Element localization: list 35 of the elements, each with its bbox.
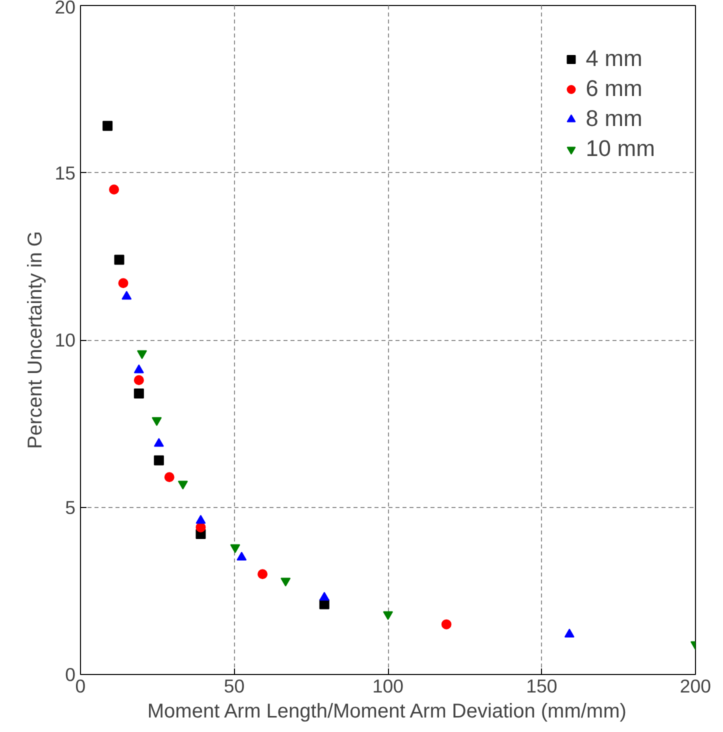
point — [154, 455, 164, 466]
legend-label: 8 mm — [586, 105, 642, 132]
x-tick-label: 100 — [372, 676, 404, 696]
point — [122, 290, 132, 300]
point — [137, 350, 147, 360]
point — [134, 375, 144, 386]
point — [134, 364, 144, 374]
x-tick-label: 150 — [526, 676, 558, 696]
point — [134, 388, 144, 399]
y-tick-label: 5 — [65, 496, 76, 518]
point — [114, 254, 124, 265]
point — [102, 120, 113, 131]
point — [154, 438, 164, 447]
point — [109, 184, 120, 194]
point — [258, 569, 268, 580]
point — [118, 278, 128, 288]
point — [280, 578, 291, 587]
point — [319, 599, 330, 610]
point — [196, 522, 206, 532]
point — [441, 619, 452, 630]
y-tick-label: 20 — [54, 0, 76, 18]
x-tick-label: 50 — [224, 676, 245, 696]
point — [164, 472, 174, 482]
point — [230, 544, 240, 554]
x-axis-title: Moment Arm Length/Moment Arm Deviation (mm/mm) — [147, 700, 626, 722]
point — [152, 417, 162, 426]
legend-label: 10 mm — [586, 135, 655, 162]
y-tick-label: 10 — [54, 330, 76, 350]
y-tick-label: 15 — [54, 162, 76, 184]
point — [178, 480, 188, 490]
legend-label: 6 mm — [586, 75, 642, 102]
legend-label: 4 mm — [586, 45, 642, 72]
x-tick-label: 200 — [680, 676, 712, 696]
point — [383, 611, 393, 620]
y-axis-title: Percent Uncertainty in G — [24, 231, 47, 449]
